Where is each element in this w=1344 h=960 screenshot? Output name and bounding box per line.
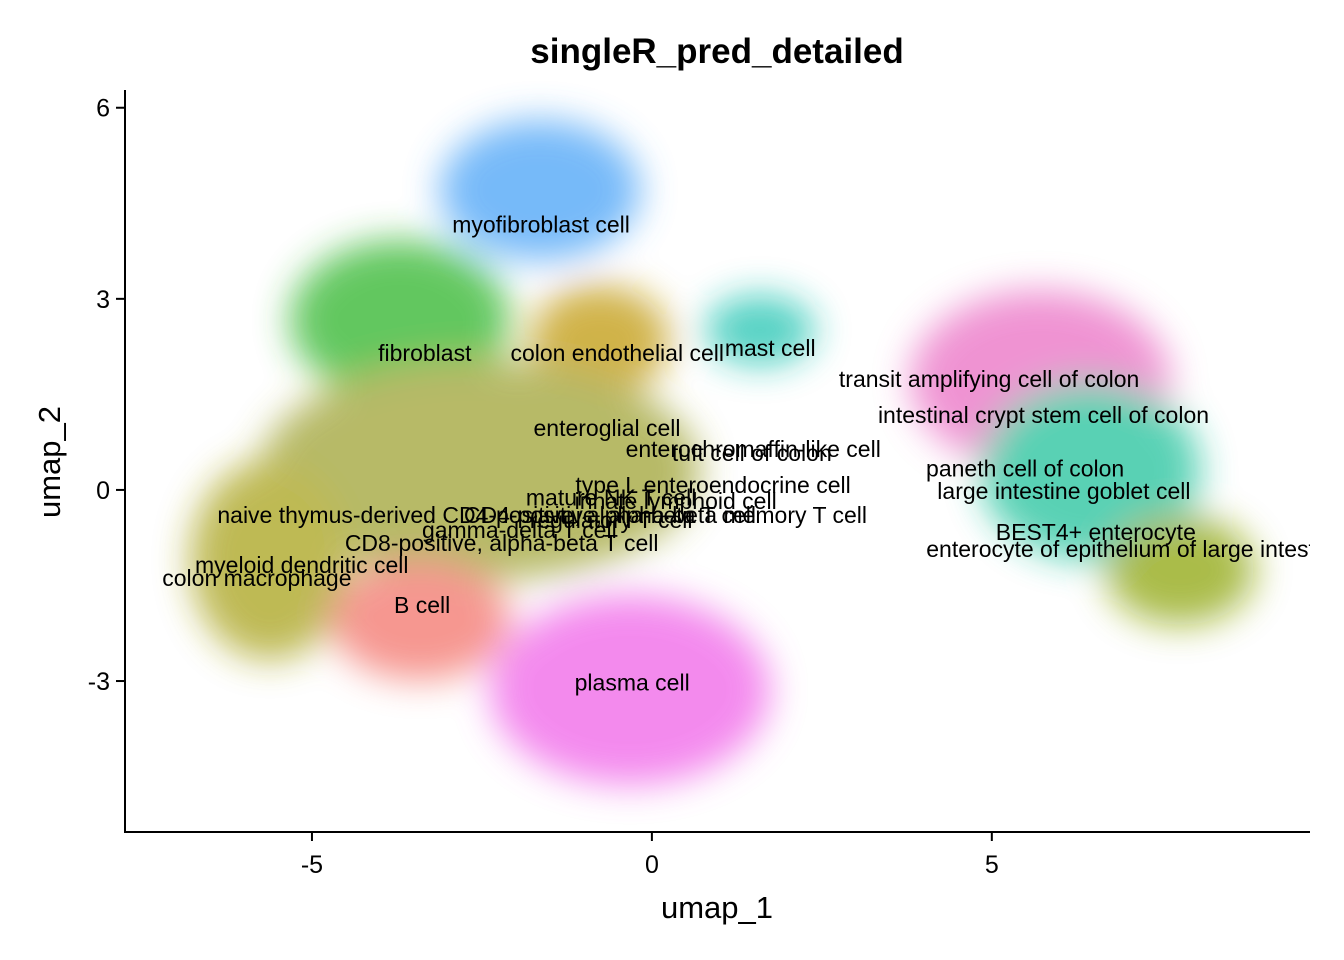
cluster-label: naive thymus-derived CD4-positive, alpha…	[217, 502, 756, 528]
point-cloud	[530, 285, 670, 395]
cluster-label: tuft cell of colon	[672, 440, 832, 466]
cluster-label: regulatory T cell	[530, 507, 693, 533]
cluster-label: CD8-positive, alpha-beta T cell	[345, 530, 659, 556]
point-cloud	[190, 460, 350, 660]
cluster-label: gamma-delta T cell	[422, 517, 617, 543]
point-cloud	[705, 295, 815, 365]
y-tick-label: 3	[96, 286, 110, 314]
cluster-label: myeloid dendritic cell	[195, 552, 408, 578]
cluster-label: large intestine goblet cell	[937, 478, 1190, 504]
x-tick-label: -5	[301, 851, 323, 879]
cluster-label: B cell	[394, 592, 450, 618]
point-cloud	[490, 595, 770, 785]
y-tick-label: 0	[96, 477, 110, 505]
cluster-label: enterochromaffin-like cell	[626, 436, 881, 462]
cluster-label: enteroglial cell	[534, 415, 681, 441]
x-tick-label: 5	[985, 851, 999, 879]
cluster-label: colon endothelial cell	[510, 340, 724, 366]
cluster-label: myofibroblast cell	[452, 211, 630, 237]
cluster-label: BEST4+ enterocyte	[996, 519, 1196, 545]
cluster-label: intestinal crypt stem cell of colon	[878, 402, 1209, 428]
cluster-label: CD4-positive, alpha-beta memory T cell	[464, 502, 867, 528]
cluster-label: type L enteroendocrine cell	[575, 472, 850, 498]
cluster-label: enterocyte of epithelium of large intest…	[926, 536, 1344, 562]
point-cloud	[260, 360, 700, 580]
cluster-label: colon macrophage	[162, 565, 351, 591]
cluster-label: fibroblast	[378, 340, 472, 366]
y-tick-label: 6	[96, 95, 110, 123]
cluster-label: mast cell	[725, 335, 816, 361]
cluster-label: innate lymphoid cell	[575, 488, 777, 514]
cluster-label: mature NK T cell	[526, 485, 696, 511]
label-layer: myofibroblast cell fibroblast colon endoth…	[162, 211, 1344, 695]
point-cloud	[440, 120, 640, 260]
point-cloud	[980, 380, 1200, 560]
cluster-label: plasma cell	[575, 669, 690, 695]
x-tick-label: 0	[645, 851, 659, 879]
chart-title: singleR_pred_detailed	[530, 32, 903, 71]
x-axis-title: umap_1	[661, 890, 773, 925]
y-tick-label: -3	[88, 668, 110, 696]
point-cloud	[330, 560, 510, 680]
y-axis-title: umap_2	[32, 406, 67, 518]
cluster-label: transit amplifying cell of colon	[839, 366, 1139, 392]
cluster-label: paneth cell of colon	[926, 455, 1124, 481]
point-cloud	[1105, 515, 1255, 625]
point-clouds	[190, 120, 1255, 785]
point-cloud	[290, 240, 510, 400]
